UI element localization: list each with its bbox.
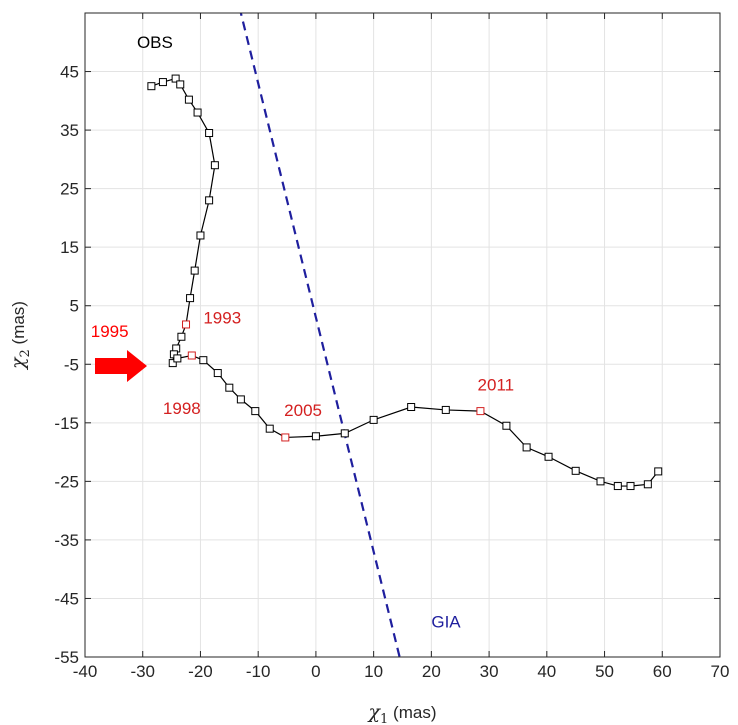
tick-labels: -40 -30 -20 -10 0 10 20 30 40 50 60 70 45 35 25 15 5 -5 -1… [54,63,729,681]
obs-point [265,424,274,433]
plot-frame [84,12,721,658]
axes-group [84,12,721,658]
obs-point-highlighted [182,320,191,329]
obs-point-highlighted [187,351,196,360]
gia-dashed-line [239,13,401,657]
obs-point [225,383,234,392]
annotations-group: OBS GIA 1993 1998 2005 2011 1995 [91,33,514,632]
x-tick-label: -10 [246,662,271,681]
obs-point [369,415,378,424]
obs-point [171,74,180,83]
x-tick-label: 50 [595,662,614,681]
obs-point [407,403,416,412]
annotation-2005: 2005 [284,401,322,420]
y-tick-label: 5 [70,297,79,316]
obs-point [205,196,214,205]
y-tick-label: -5 [64,355,79,374]
x-tick-label: 60 [653,662,672,681]
obs-point [190,266,199,275]
annotation-gia: GIA [431,613,461,632]
arrow-group [95,350,147,383]
obs-point [613,482,622,491]
obs-point [236,395,245,404]
x-tick-label: -40 [73,662,98,681]
obs-point [184,95,193,104]
obs-point [199,356,208,365]
obs-point-highlighted [281,433,290,442]
y-tick-label: -15 [54,414,79,433]
obs-point [176,80,185,89]
y-tick-label: 15 [60,238,79,257]
obs-series-group [147,74,663,491]
obs-point [340,429,349,438]
obs-point [654,467,663,476]
obs-point [147,82,156,91]
obs-point [502,421,511,430]
obs-point [196,231,205,240]
x-tick-label: -20 [188,662,213,681]
y-tick-label: 35 [60,121,79,140]
obs-point [643,480,652,489]
y-tick-label: -25 [54,472,79,491]
gia-line-group [239,13,401,657]
x-tick-label: -30 [130,662,155,681]
obs-point [626,482,635,491]
axis-labels: χ1 (mas) χ2 (mas) [7,301,436,725]
annotation-1998: 1998 [163,399,201,418]
x-axis-label: χ1 (mas) [367,701,437,725]
grid-lines [84,13,721,658]
annotation-1993: 1993 [203,308,241,327]
obs-point [186,294,195,303]
obs-point [210,161,219,170]
arrow-1995-icon [95,350,147,383]
x-tick-label: 20 [422,662,441,681]
obs-point [311,432,320,441]
x-tick-label: 70 [711,662,730,681]
y-tick-label: 25 [60,180,79,199]
y-tick-label: -45 [54,589,79,608]
y-tick-label: -35 [54,531,79,550]
obs-point [173,354,182,363]
annotation-2011: 2011 [478,376,515,395]
obs-point [158,78,167,87]
obs-point [522,443,531,452]
y-tick-label: -55 [54,648,79,667]
obs-point [168,359,177,368]
obs-point [193,108,202,117]
obs-point [213,369,222,378]
x-tick-label: 0 [311,662,320,681]
x-tick-label: 40 [537,662,556,681]
x-tick-label: 10 [364,662,383,681]
obs-point [596,477,605,486]
annotation-1995: 1995 [91,322,129,341]
obs-point [251,407,260,416]
annotation-obs: OBS [137,33,173,52]
obs-point [571,466,580,475]
y-axis-label: χ2 (mas) [7,301,33,371]
obs-point [177,332,186,341]
y-tick-label: 45 [60,63,79,82]
obs-point [544,452,553,461]
x-tick-label: 30 [480,662,499,681]
obs-point [441,405,450,414]
obs-point-highlighted [476,407,485,416]
obs-point [205,129,214,138]
